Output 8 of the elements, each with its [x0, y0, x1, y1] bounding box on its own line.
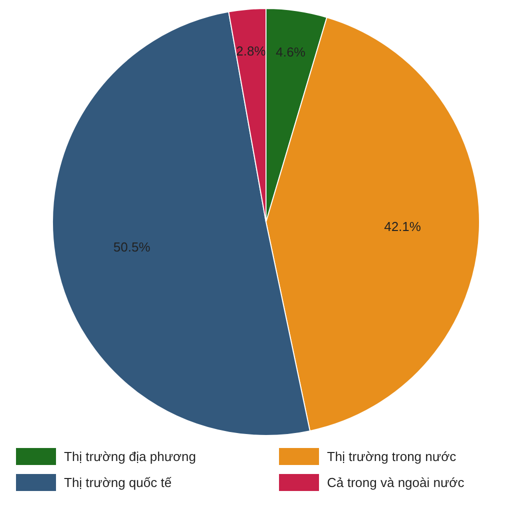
legend-label: Thị trường quốc tế [64, 475, 172, 490]
data-label: 2.8% [236, 43, 266, 58]
legend-label: Cả trong và ngoài nước [327, 475, 464, 490]
data-label: 42.1% [384, 219, 422, 234]
data-label: 50.5% [113, 240, 151, 255]
legend-label: Thị trường trong nước [327, 449, 456, 464]
legend-label: Thị trường địa phương [64, 449, 196, 464]
data-label: 4.6% [276, 44, 306, 60]
